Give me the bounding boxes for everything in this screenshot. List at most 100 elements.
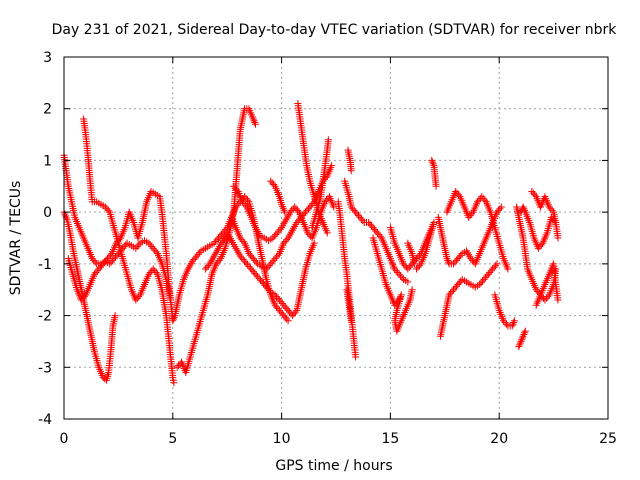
data-point — [201, 265, 209, 273]
data-point — [275, 227, 283, 235]
data-point — [291, 308, 299, 316]
data-point — [536, 243, 544, 251]
data-point — [145, 239, 153, 247]
data-point — [152, 268, 160, 276]
data-point — [238, 254, 246, 262]
data-point — [251, 119, 259, 127]
data-point — [93, 267, 101, 275]
chart-title: Day 231 of 2021, Sidereal Day-to-day VTE… — [52, 22, 618, 38]
data-point — [414, 263, 422, 271]
data-point — [321, 198, 329, 206]
data-point — [455, 191, 463, 199]
data-point — [450, 286, 458, 294]
data-point — [241, 193, 249, 201]
data-point — [284, 317, 292, 325]
data-point — [249, 268, 257, 276]
data-point — [132, 244, 140, 252]
data-point — [547, 205, 555, 213]
data-point — [486, 268, 494, 276]
data-point — [77, 296, 85, 304]
data-point — [148, 243, 156, 251]
data-point — [280, 312, 288, 320]
data-point — [95, 265, 103, 273]
data-point — [502, 320, 510, 328]
data-point — [521, 327, 529, 335]
data-point — [417, 260, 425, 268]
data-point — [106, 260, 114, 268]
data-point — [483, 272, 491, 280]
data-point — [545, 203, 553, 211]
data-point — [90, 256, 98, 264]
data-point — [265, 287, 273, 295]
x-tick-label: 25 — [599, 431, 617, 447]
data-point — [481, 196, 489, 204]
data-point — [105, 253, 113, 261]
data-point — [273, 293, 281, 301]
data-point — [534, 244, 542, 252]
data-point — [359, 217, 367, 225]
data-point — [241, 257, 249, 265]
data-point — [271, 301, 279, 309]
data-point — [271, 291, 279, 299]
data-point — [516, 341, 524, 349]
data-point — [170, 315, 178, 323]
data-point — [292, 205, 300, 213]
data-point — [249, 115, 257, 123]
data-point — [132, 296, 140, 304]
data-point — [212, 237, 220, 245]
data-point — [273, 303, 281, 311]
data-point — [452, 187, 460, 195]
data-point — [428, 158, 436, 166]
data-point — [452, 282, 460, 290]
data-point — [448, 287, 456, 295]
data-point — [391, 265, 399, 273]
data-point — [274, 294, 282, 302]
data-point — [214, 234, 222, 242]
data-point — [517, 337, 525, 345]
data-point — [151, 246, 159, 254]
data-point — [454, 281, 462, 289]
y-tick-label: -4 — [38, 412, 52, 428]
data-point — [397, 272, 405, 280]
data-point — [415, 262, 423, 270]
data-point — [468, 210, 476, 218]
data-point — [254, 273, 262, 281]
data-point — [212, 260, 220, 268]
data-point — [520, 331, 528, 339]
y-axis-label: SDTVAR / TECUs — [8, 181, 24, 296]
data-point — [245, 250, 253, 258]
data-point — [264, 285, 272, 293]
data-point — [230, 182, 238, 190]
x-tick-label: 5 — [168, 431, 177, 447]
data-point — [245, 262, 253, 270]
data-point — [194, 250, 202, 258]
data-point — [255, 275, 263, 283]
data-point — [239, 256, 247, 264]
data-point — [151, 267, 159, 275]
data-point — [347, 167, 355, 175]
data-point — [447, 289, 455, 297]
data-point — [408, 286, 416, 294]
data-point — [240, 200, 248, 208]
data-point — [281, 313, 289, 321]
data-point — [357, 215, 365, 223]
data-point — [103, 205, 111, 213]
data-point — [149, 265, 157, 273]
data-point — [203, 263, 211, 271]
data-point — [521, 206, 529, 214]
data-point — [101, 258, 109, 266]
data-point — [248, 253, 256, 261]
data-point — [259, 280, 267, 288]
data-point — [531, 191, 539, 199]
data-point — [444, 256, 452, 264]
data-point — [519, 332, 527, 340]
y-tick-label: -2 — [38, 309, 52, 325]
data-point — [111, 312, 119, 320]
data-point — [528, 187, 536, 195]
data-point — [283, 236, 291, 244]
data-point — [281, 303, 289, 311]
data-point — [79, 294, 87, 302]
data-point — [238, 236, 246, 244]
data-point — [392, 267, 400, 275]
data-point — [290, 310, 298, 318]
